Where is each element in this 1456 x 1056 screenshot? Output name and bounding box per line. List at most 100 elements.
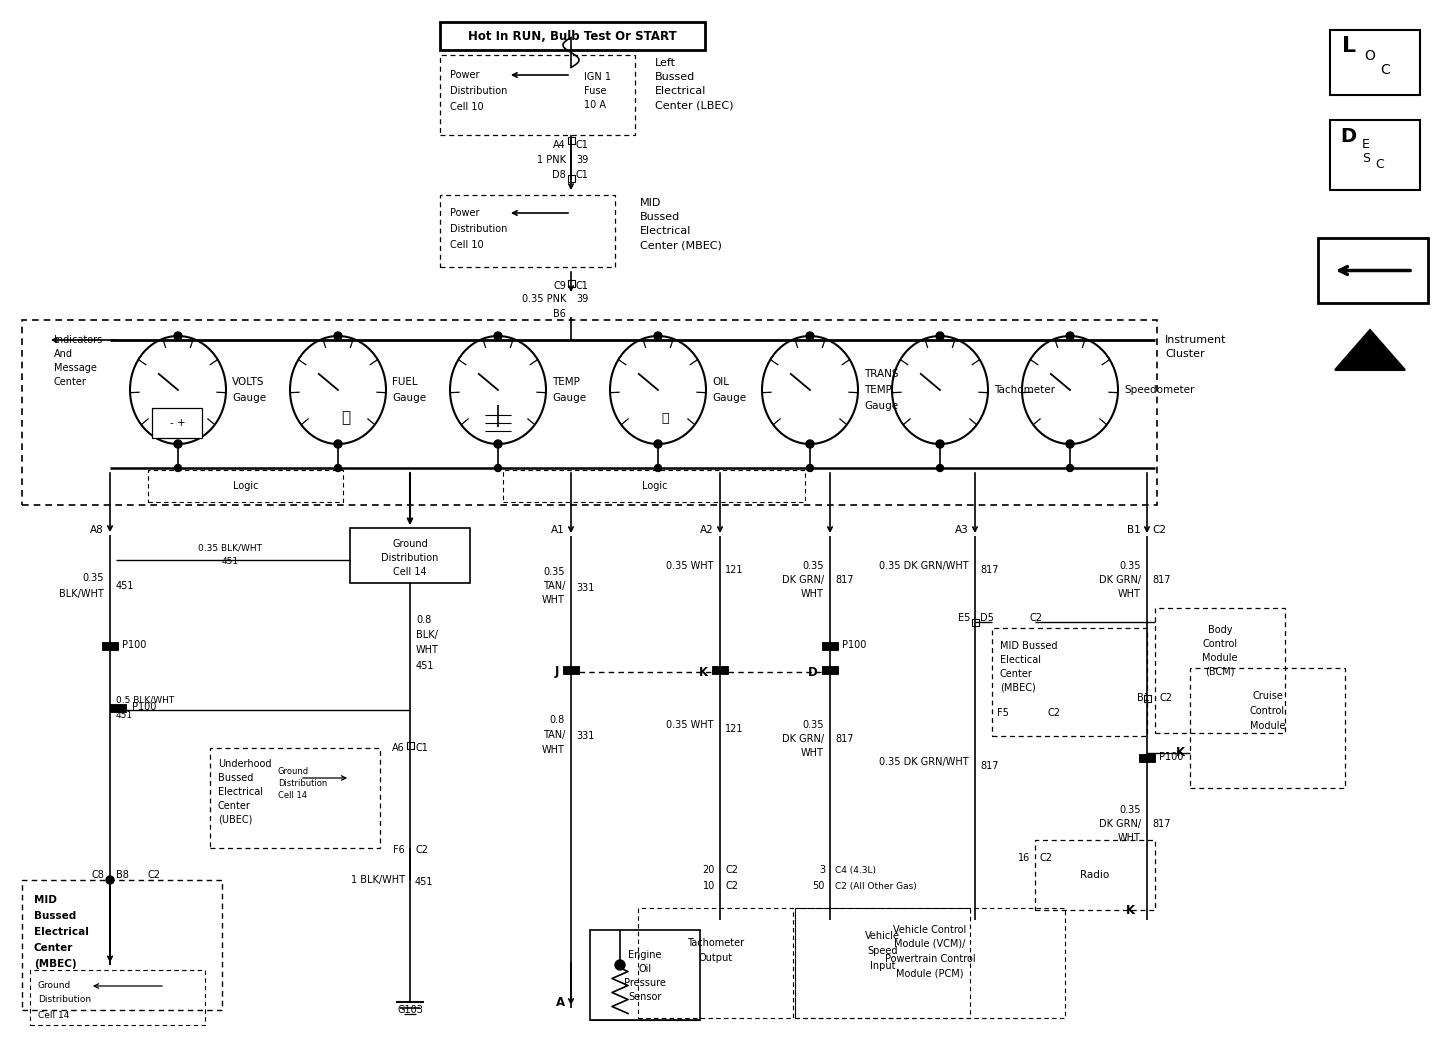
Text: Power: Power [450,70,479,80]
Text: WHT: WHT [801,589,824,599]
Text: 0.35: 0.35 [543,567,565,577]
Text: BLK/: BLK/ [416,630,438,640]
Text: (MBEC): (MBEC) [33,959,77,969]
Text: 451: 451 [221,558,239,566]
Text: 0.35: 0.35 [1120,561,1142,571]
Bar [568,136,575,144]
Text: C: C [1374,158,1383,171]
Text: WHT: WHT [1118,833,1142,843]
Text: L: L [1342,36,1356,56]
Text: Cruise: Cruise [1252,691,1283,701]
Bar [406,741,414,749]
Text: 0.35: 0.35 [1120,805,1142,815]
Bar [1329,30,1420,95]
Text: Message: Message [54,363,98,373]
Text: P100: P100 [122,640,147,650]
Bar [149,470,344,502]
Text: VOLTS: VOLTS [232,377,265,386]
Text: 1 BLK/WHT: 1 BLK/WHT [351,875,405,885]
Circle shape [495,465,501,471]
Text: Bussed: Bussed [655,72,696,82]
Text: C1: C1 [577,170,588,180]
Text: - +: - + [170,418,186,428]
Bar [440,55,635,135]
Text: Gauge: Gauge [232,393,266,403]
Text: DK GRN/: DK GRN/ [1099,819,1142,829]
Circle shape [1066,465,1073,471]
Text: C1: C1 [577,140,588,150]
Text: C1: C1 [577,281,588,291]
Text: Instrument: Instrument [1165,335,1226,345]
Bar [1035,840,1155,910]
Text: 451: 451 [416,661,434,671]
Text: C2: C2 [1047,708,1060,718]
Text: Gauge: Gauge [552,393,587,403]
Text: Power: Power [450,208,479,218]
Text: Module (VCM)/: Module (VCM)/ [894,939,965,949]
Text: TRANS: TRANS [863,369,898,379]
Text: Hot In RUN, Bulb Test Or START: Hot In RUN, Bulb Test Or START [469,30,677,42]
Text: Electrical: Electrical [218,787,264,797]
Text: F6: F6 [393,845,405,855]
Text: Electrical: Electrical [33,927,89,937]
Text: Center: Center [218,802,250,811]
Text: C4 (4.3L): C4 (4.3L) [834,866,877,874]
Text: Speed: Speed [868,946,898,956]
Text: D8: D8 [552,170,566,180]
Text: (UBEC): (UBEC) [218,815,252,825]
Text: 0.35 WHT: 0.35 WHT [667,561,713,571]
Text: 817: 817 [980,761,999,771]
Circle shape [333,332,342,340]
Text: OIL: OIL [712,377,729,386]
Text: And: And [54,348,73,359]
Text: ⛽: ⛽ [342,411,351,426]
Text: WHT: WHT [542,595,565,605]
Text: Radio: Radio [1080,870,1109,880]
Text: Output: Output [699,953,732,963]
Text: K: K [1125,904,1136,917]
Text: TEMP: TEMP [552,377,579,386]
Bar [1190,668,1345,788]
Bar [971,619,978,625]
Text: Engine: Engine [628,950,661,960]
Text: Ground: Ground [278,768,309,776]
Text: Tachometer: Tachometer [994,385,1056,395]
Text: Bussed: Bussed [33,911,76,921]
Text: Cell 14: Cell 14 [278,792,307,800]
Text: B6: B6 [553,309,566,319]
Text: Body: Body [1207,625,1232,635]
Text: C2: C2 [725,881,738,891]
Bar [1143,695,1150,701]
Circle shape [936,465,943,471]
Text: K: K [1176,747,1185,759]
Text: 10 A: 10 A [584,100,606,110]
Text: Control: Control [1203,639,1238,649]
Text: P100: P100 [842,640,866,650]
Text: 0.35 DK GRN/WHT: 0.35 DK GRN/WHT [879,757,970,767]
Text: C2: C2 [1040,853,1053,863]
Circle shape [494,440,502,448]
Circle shape [106,876,114,884]
Bar [22,880,221,1010]
Text: 121: 121 [725,565,744,576]
Text: Gauge: Gauge [392,393,427,403]
Text: D5: D5 [980,612,994,623]
Text: P100: P100 [132,702,156,712]
Text: 817: 817 [834,576,853,585]
Text: E: E [1361,137,1370,151]
Circle shape [175,440,182,448]
Text: C2: C2 [1160,693,1174,703]
Text: Oil: Oil [638,964,652,974]
Text: 817: 817 [980,565,999,576]
Text: 39: 39 [577,155,588,165]
Text: Tachometer: Tachometer [687,938,744,948]
Text: A2: A2 [700,525,713,535]
Bar [22,320,1158,505]
Text: C2 (All Other Gas): C2 (All Other Gas) [834,882,917,890]
Text: A: A [556,996,565,1008]
Text: A8: A8 [90,525,103,535]
Text: MID Bussed: MID Bussed [1000,641,1057,650]
Text: E5: E5 [958,612,970,623]
Text: 10: 10 [703,881,715,891]
Text: B8: B8 [116,870,130,880]
